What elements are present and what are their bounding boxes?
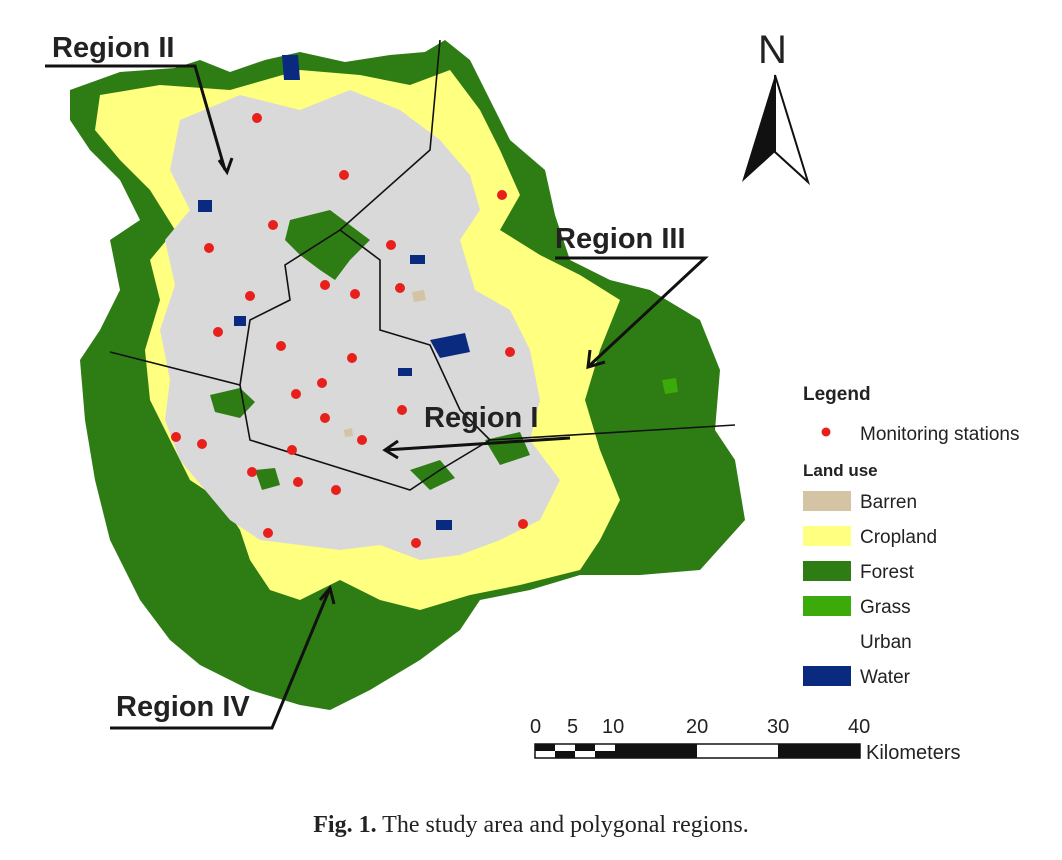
north-arrow-left-icon bbox=[742, 75, 775, 182]
north-arrow-right-icon bbox=[774, 74, 811, 186]
station-marker bbox=[339, 170, 349, 180]
region-ii-label: Region II bbox=[52, 32, 174, 64]
scale-tick-label: 30 bbox=[767, 716, 789, 738]
legend-swatch-water bbox=[803, 666, 851, 686]
grass-patch bbox=[662, 378, 678, 394]
scale-tick-label: 5 bbox=[567, 716, 578, 738]
station-marker bbox=[350, 289, 360, 299]
scale-unit-label: Kilometers bbox=[866, 742, 960, 764]
station-marker bbox=[357, 435, 367, 445]
legend-swatch-cropland bbox=[803, 526, 851, 546]
region-iv-leader bbox=[110, 587, 332, 730]
forest-patch bbox=[210, 388, 255, 418]
legend-item-label: Cropland bbox=[860, 527, 937, 548]
scale-segment bbox=[535, 744, 555, 751]
station-marker bbox=[276, 341, 286, 351]
legend-item-label: Forest bbox=[860, 562, 915, 583]
station-marker bbox=[171, 432, 181, 442]
region-iv-label: Region IV bbox=[116, 691, 250, 723]
station-marker bbox=[331, 485, 341, 495]
barren-patch bbox=[344, 428, 353, 437]
water-body bbox=[234, 316, 246, 326]
arrow-head-icon bbox=[586, 349, 606, 370]
station-marker bbox=[213, 327, 223, 337]
legend-item-label: Urban bbox=[860, 632, 912, 653]
caption-text: The study area and polygonal regions. bbox=[376, 812, 749, 838]
north-label: N bbox=[758, 28, 787, 72]
region-ii-leader bbox=[45, 64, 227, 171]
region-ii-label-group: Region II bbox=[45, 32, 234, 176]
station-marker bbox=[247, 467, 257, 477]
scale-tick-label: 40 bbox=[848, 716, 870, 738]
north-arrow: N bbox=[742, 28, 811, 186]
arrow-head-icon bbox=[382, 439, 399, 460]
water-body bbox=[436, 520, 452, 530]
region-iv-label-group: Region IV bbox=[110, 584, 336, 730]
water-body bbox=[430, 333, 470, 358]
station-marker bbox=[287, 445, 297, 455]
station-marker bbox=[395, 283, 405, 293]
legend-swatch-forest bbox=[803, 561, 851, 581]
scale-segment bbox=[615, 744, 697, 758]
station-marker bbox=[245, 291, 255, 301]
legend-swatch-urban bbox=[803, 631, 851, 651]
forest-patch bbox=[255, 468, 280, 490]
station-marker bbox=[397, 405, 407, 415]
scale-segment bbox=[575, 744, 595, 751]
arrow-head-icon bbox=[318, 584, 336, 605]
legend-swatch-barren bbox=[803, 491, 851, 511]
legend-swatch-grass bbox=[803, 596, 851, 616]
forest-patch bbox=[285, 210, 370, 280]
scale-tick-label: 0 bbox=[530, 716, 541, 738]
station-marker bbox=[204, 243, 214, 253]
station-marker bbox=[505, 347, 515, 357]
region-boundaries bbox=[109, 39, 736, 491]
legend-stations-label: Monitoring stations bbox=[860, 424, 1019, 445]
station-marker bbox=[320, 413, 330, 423]
scale-tick-label: 10 bbox=[602, 716, 624, 738]
water-body bbox=[410, 255, 425, 264]
station-marker bbox=[411, 538, 421, 548]
scale-segment bbox=[778, 744, 860, 758]
region-iii-label: Region III bbox=[555, 223, 686, 255]
water-body bbox=[282, 55, 300, 80]
scale-bar: 0 5 10 20 30 40 Kilometers bbox=[530, 716, 960, 764]
station-marker bbox=[252, 113, 262, 123]
region-i-leader bbox=[384, 436, 571, 452]
legend-title: Legend bbox=[803, 384, 871, 405]
caption-label: Fig. 1. bbox=[313, 812, 377, 838]
legend-item-label: Water bbox=[860, 667, 911, 688]
monitoring-stations bbox=[171, 113, 528, 548]
station-marker bbox=[197, 439, 207, 449]
station-legend-icon bbox=[821, 427, 831, 437]
region-iii-label-group: Region III bbox=[555, 223, 709, 370]
legend-item-label: Barren bbox=[860, 492, 917, 513]
region-i-label: Region I bbox=[424, 402, 538, 434]
scale-segment bbox=[555, 751, 575, 758]
figure-caption: Fig. 1. The study area and polygonal reg… bbox=[0, 812, 1062, 839]
legend-item-label: Grass bbox=[860, 597, 911, 618]
station-marker bbox=[291, 389, 301, 399]
scale-segment bbox=[595, 751, 615, 758]
station-marker bbox=[268, 220, 278, 230]
legend: Legend Monitoring stations Land use Barr… bbox=[803, 384, 1019, 688]
study-area-map: Region II Region III Region I Region IV … bbox=[45, 28, 1019, 764]
station-marker bbox=[263, 528, 273, 538]
station-marker bbox=[293, 477, 303, 487]
station-marker bbox=[317, 378, 327, 388]
arrow-head-icon bbox=[217, 157, 234, 176]
water-body bbox=[198, 200, 212, 212]
station-marker bbox=[386, 240, 396, 250]
region-iii-leader bbox=[555, 256, 709, 367]
scale-tick-label: 20 bbox=[686, 716, 708, 738]
station-marker bbox=[347, 353, 357, 363]
legend-land-use-title: Land use bbox=[803, 461, 878, 480]
station-marker bbox=[320, 280, 330, 290]
water-body bbox=[398, 368, 412, 376]
station-marker bbox=[518, 519, 528, 529]
barren-patch bbox=[412, 290, 426, 302]
region-i-label-group: Region I bbox=[382, 402, 571, 460]
station-marker bbox=[497, 190, 507, 200]
